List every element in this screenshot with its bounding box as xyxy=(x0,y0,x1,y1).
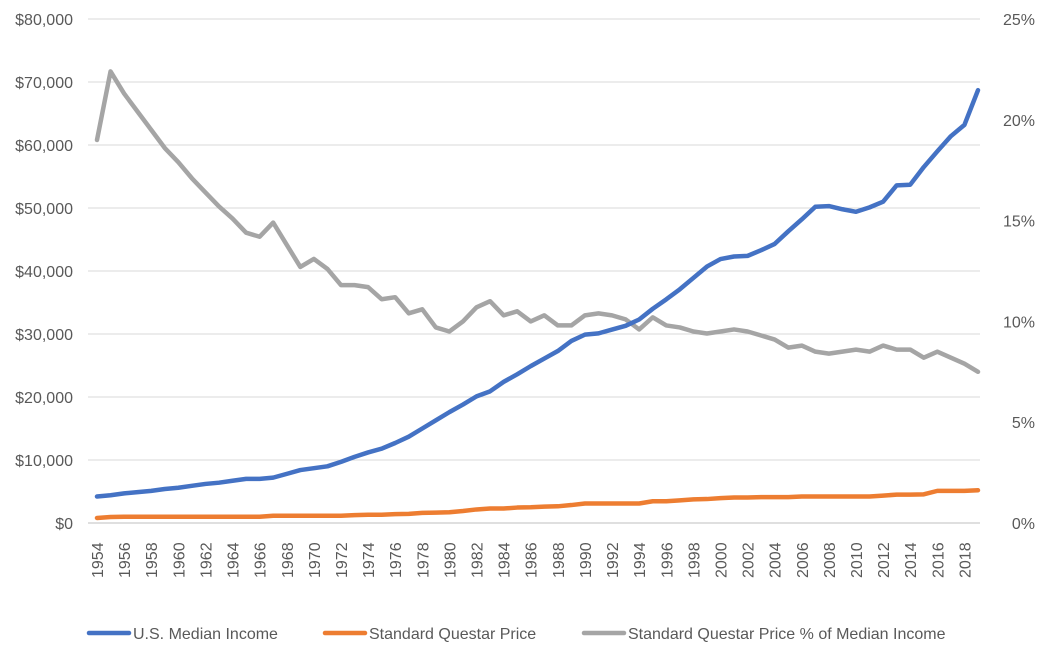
x-axis-tick-label: 1990 xyxy=(578,542,595,578)
left-axis-tick-label: $0 xyxy=(55,516,73,533)
right-axis-tick-label: 10% xyxy=(1003,314,1035,331)
right-axis-tick-label: 5% xyxy=(1012,415,1035,432)
standard-questar-price-line xyxy=(94,487,981,521)
right-axis-tick-label: 25% xyxy=(1003,12,1035,29)
standard-questar-price-of-median-income-line xyxy=(94,69,981,375)
left-axis-tick-label: $10,000 xyxy=(15,453,73,470)
x-axis-tick-label: 1976 xyxy=(388,542,405,578)
gridlines xyxy=(88,18,980,461)
left-axis-tick-label: $40,000 xyxy=(15,264,73,281)
x-axis-tick-label: 2002 xyxy=(741,542,758,578)
legend-label-u-s-median-income: U.S. Median Income xyxy=(133,626,278,643)
x-axis-tick-label: 1964 xyxy=(226,542,243,578)
x-axis-tick-label: 2018 xyxy=(957,542,974,578)
x-axis-tick-label: 1986 xyxy=(524,542,541,578)
legend: U.S. Median Income Standard Questar Price… xyxy=(86,626,946,643)
x-axis-tick-label: 1970 xyxy=(307,542,324,578)
x-axis-tick-label: 1972 xyxy=(334,542,351,578)
x-axis-tick-label: 1954 xyxy=(90,542,107,578)
x-axis-tick-label: 1996 xyxy=(659,542,676,578)
right-axis-tick-label: 20% xyxy=(1003,113,1035,130)
x-axis-tick-label: 2008 xyxy=(822,542,839,578)
left-y-axis: $0 $10,000 $20,000 $30,000 $40,000 $50,000 $60… xyxy=(15,12,73,533)
x-axis-tick-label: 1982 xyxy=(470,542,487,578)
x-axis-tick-label: 2004 xyxy=(768,542,785,578)
x-axis-tick-label: 1966 xyxy=(253,542,270,578)
x-axis-tick-label: 1956 xyxy=(117,542,134,578)
right-axis-tick-label: 15% xyxy=(1003,214,1035,231)
x-axis-tick-label: 1974 xyxy=(361,542,378,578)
x-axis-tick-label: 1960 xyxy=(171,542,188,578)
x-axis-tick-label: 2014 xyxy=(903,542,920,578)
right-y-axis: 0% 5% 10% 15% 20% 25% xyxy=(1003,12,1035,533)
x-axis-tick-label: 1962 xyxy=(198,542,215,578)
left-axis-tick-label: $60,000 xyxy=(15,138,73,155)
x-axis-tick-label: 1968 xyxy=(280,542,297,578)
x-axis-tick-label: 1992 xyxy=(605,542,622,578)
x-axis-tick-label: 2016 xyxy=(930,542,947,578)
left-axis-tick-label: $20,000 xyxy=(15,390,73,407)
x-axis: 1954 1956 1958 1960 1962 1964 1966 1968 1970 1972… xyxy=(88,522,980,578)
x-axis-tick-label: 1978 xyxy=(415,542,432,578)
x-axis-tick-label: 1998 xyxy=(686,542,703,578)
legend-label-standard-questar-price: Standard Questar Price xyxy=(369,626,536,643)
legend-label-standard-questar-price-of-median-income: Standard Questar Price % of Median Incom… xyxy=(628,626,946,643)
x-axis-tick-label: 1988 xyxy=(551,542,568,578)
x-axis-tick-label: 2010 xyxy=(849,542,866,578)
x-axis-tick-label: 2012 xyxy=(876,542,893,578)
left-axis-tick-label: $80,000 xyxy=(15,12,73,29)
left-axis-tick-label: $50,000 xyxy=(15,201,73,218)
left-axis-tick-label: $70,000 xyxy=(15,75,73,92)
left-axis-tick-label: $30,000 xyxy=(15,327,73,344)
x-axis-tick-label: 1984 xyxy=(497,542,514,578)
x-axis-tick-label: 1980 xyxy=(442,542,459,578)
series-lines xyxy=(94,69,981,521)
x-axis-tick-label: 1958 xyxy=(144,542,161,578)
x-axis-tick-label: 2000 xyxy=(713,542,730,578)
x-axis-tick-label: 2006 xyxy=(795,542,812,578)
right-axis-tick-label: 0% xyxy=(1012,516,1035,533)
x-axis-tick-label: 1994 xyxy=(632,542,649,578)
u-s-median-income-line xyxy=(94,87,981,499)
